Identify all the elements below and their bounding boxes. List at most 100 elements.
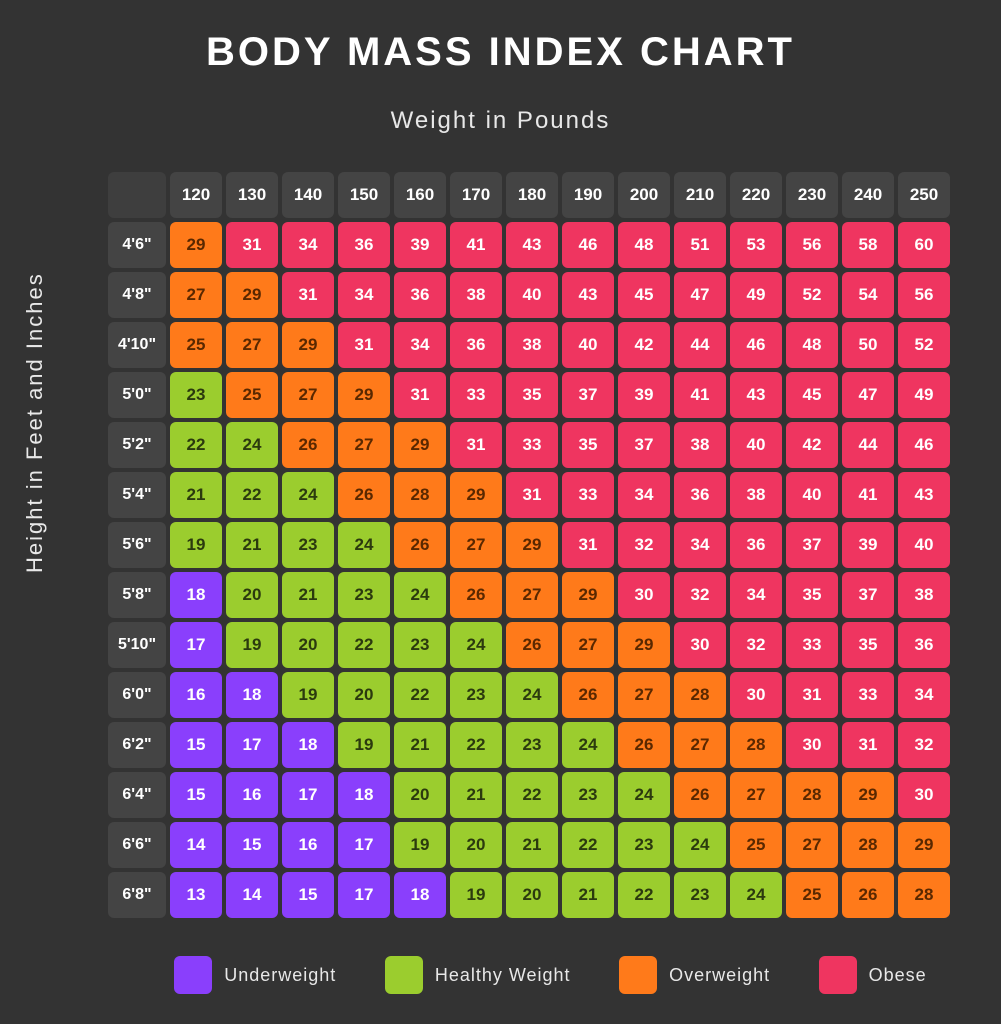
bmi-cell: 41 bbox=[450, 222, 502, 268]
bmi-cell: 18 bbox=[338, 772, 390, 818]
bmi-cell: 33 bbox=[562, 472, 614, 518]
bmi-cell: 27 bbox=[562, 622, 614, 668]
bmi-cell: 31 bbox=[338, 322, 390, 368]
bmi-cell: 45 bbox=[618, 272, 670, 318]
height-header: 4'8" bbox=[108, 272, 166, 318]
bmi-cell: 52 bbox=[786, 272, 838, 318]
bmi-cell: 37 bbox=[842, 572, 894, 618]
height-header: 6'0" bbox=[108, 672, 166, 718]
bmi-cell: 26 bbox=[282, 422, 334, 468]
bmi-cell: 40 bbox=[506, 272, 558, 318]
bmi-cell: 34 bbox=[338, 272, 390, 318]
bmi-cell: 31 bbox=[786, 672, 838, 718]
bmi-cell: 34 bbox=[730, 572, 782, 618]
height-header: 5'8" bbox=[108, 572, 166, 618]
bmi-cell: 24 bbox=[674, 822, 726, 868]
bmi-cell: 56 bbox=[786, 222, 838, 268]
bmi-cell: 27 bbox=[674, 722, 726, 768]
bmi-cell: 26 bbox=[618, 722, 670, 768]
bmi-grid: 1201301401501601701801902002102202302402… bbox=[108, 172, 950, 918]
bmi-cell: 24 bbox=[450, 622, 502, 668]
bmi-cell: 40 bbox=[786, 472, 838, 518]
weight-header: 240 bbox=[842, 172, 894, 218]
bmi-cell: 27 bbox=[450, 522, 502, 568]
bmi-cell: 37 bbox=[618, 422, 670, 468]
bmi-cell: 23 bbox=[674, 872, 726, 918]
page-title: BODY MASS INDEX CHART bbox=[0, 0, 1001, 75]
bmi-cell: 21 bbox=[450, 772, 502, 818]
legend-item-obese: Obese bbox=[819, 956, 927, 994]
height-header: 5'0" bbox=[108, 372, 166, 418]
bmi-cell: 23 bbox=[170, 372, 222, 418]
bmi-cell: 31 bbox=[394, 372, 446, 418]
bmi-cell: 17 bbox=[282, 772, 334, 818]
bmi-cell: 29 bbox=[506, 522, 558, 568]
bmi-cell: 45 bbox=[786, 372, 838, 418]
bmi-cell: 20 bbox=[338, 672, 390, 718]
bmi-cell: 23 bbox=[506, 722, 558, 768]
bmi-cell: 41 bbox=[674, 372, 726, 418]
bmi-cell: 34 bbox=[898, 672, 950, 718]
bmi-cell: 25 bbox=[786, 872, 838, 918]
bmi-cell: 29 bbox=[842, 772, 894, 818]
bmi-cell: 29 bbox=[618, 622, 670, 668]
bmi-cell: 40 bbox=[730, 422, 782, 468]
bmi-cell: 20 bbox=[450, 822, 502, 868]
bmi-cell: 36 bbox=[730, 522, 782, 568]
bmi-cell: 23 bbox=[562, 772, 614, 818]
weight-header: 220 bbox=[730, 172, 782, 218]
bmi-cell: 46 bbox=[730, 322, 782, 368]
bmi-cell: 36 bbox=[394, 272, 446, 318]
bmi-cell: 28 bbox=[842, 822, 894, 868]
bmi-cell: 22 bbox=[226, 472, 278, 518]
bmi-cell: 29 bbox=[170, 222, 222, 268]
bmi-cell: 46 bbox=[898, 422, 950, 468]
weight-header: 150 bbox=[338, 172, 390, 218]
bmi-cell: 25 bbox=[170, 322, 222, 368]
bmi-cell: 24 bbox=[618, 772, 670, 818]
bmi-cell: 41 bbox=[842, 472, 894, 518]
bmi-cell: 18 bbox=[394, 872, 446, 918]
bmi-cell: 42 bbox=[786, 422, 838, 468]
bmi-cell: 22 bbox=[394, 672, 446, 718]
bmi-cell: 26 bbox=[842, 872, 894, 918]
bmi-cell: 22 bbox=[506, 772, 558, 818]
legend-label: Underweight bbox=[224, 965, 336, 986]
bmi-cell: 39 bbox=[618, 372, 670, 418]
bmi-cell: 20 bbox=[394, 772, 446, 818]
weight-header: 170 bbox=[450, 172, 502, 218]
bmi-cell: 17 bbox=[226, 722, 278, 768]
bmi-cell: 39 bbox=[842, 522, 894, 568]
bmi-cell: 18 bbox=[170, 572, 222, 618]
bmi-cell: 24 bbox=[562, 722, 614, 768]
bmi-cell: 28 bbox=[786, 772, 838, 818]
height-header: 5'6" bbox=[108, 522, 166, 568]
bmi-cell: 29 bbox=[562, 572, 614, 618]
bmi-cell: 34 bbox=[282, 222, 334, 268]
bmi-cell: 16 bbox=[226, 772, 278, 818]
bmi-cell: 38 bbox=[506, 322, 558, 368]
bmi-cell: 26 bbox=[674, 772, 726, 818]
bmi-cell: 27 bbox=[226, 322, 278, 368]
bmi-cell: 17 bbox=[170, 622, 222, 668]
bmi-cell: 31 bbox=[282, 272, 334, 318]
bmi-cell: 27 bbox=[730, 772, 782, 818]
legend-swatch bbox=[819, 956, 857, 994]
bmi-cell: 40 bbox=[562, 322, 614, 368]
bmi-cell: 21 bbox=[282, 572, 334, 618]
bmi-cell: 51 bbox=[674, 222, 726, 268]
bmi-cell: 15 bbox=[170, 772, 222, 818]
bmi-cell: 16 bbox=[170, 672, 222, 718]
bmi-cell: 24 bbox=[338, 522, 390, 568]
bmi-cell: 35 bbox=[842, 622, 894, 668]
bmi-cell: 34 bbox=[394, 322, 446, 368]
bmi-cell: 20 bbox=[282, 622, 334, 668]
bmi-cell: 24 bbox=[506, 672, 558, 718]
bmi-cell: 23 bbox=[282, 522, 334, 568]
weight-header: 130 bbox=[226, 172, 278, 218]
bmi-cell: 27 bbox=[506, 572, 558, 618]
bmi-cell: 47 bbox=[842, 372, 894, 418]
bmi-cell: 43 bbox=[562, 272, 614, 318]
bmi-cell: 27 bbox=[786, 822, 838, 868]
height-header: 4'10" bbox=[108, 322, 166, 368]
